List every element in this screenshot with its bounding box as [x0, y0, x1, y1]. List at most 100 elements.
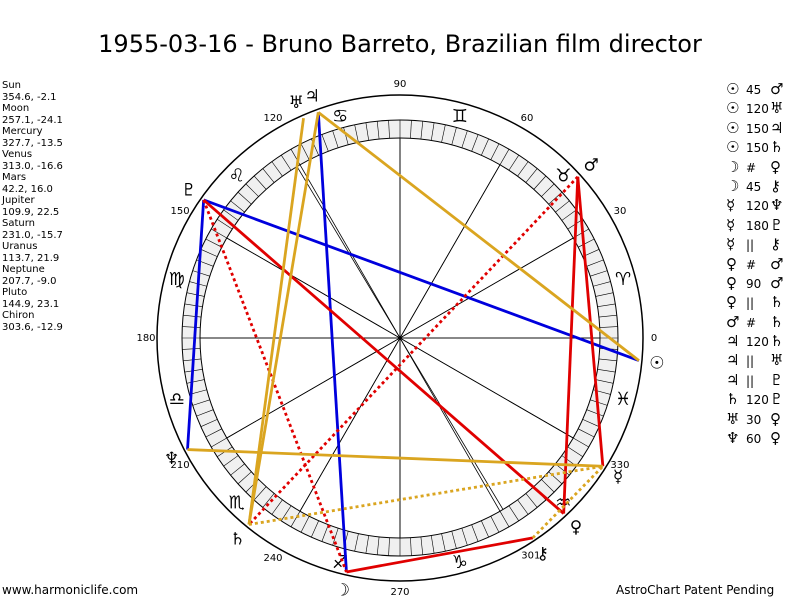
aspect-planet-glyph: ☿	[726, 235, 736, 254]
aspect-line-chiron-mercury	[531, 465, 604, 539]
chiron-glyph: ⚷	[537, 544, 549, 564]
degree-tick	[598, 314, 617, 318]
planet-coords: 313.0, -16.6	[2, 160, 63, 172]
degree-tick	[192, 399, 210, 406]
degree-tick	[525, 168, 538, 183]
aspect-value: 45	[746, 179, 762, 194]
planet-name: Moon	[2, 103, 30, 114]
degree-tick	[490, 516, 500, 533]
aspect-planet-glyph: ♃	[726, 370, 740, 389]
mercury-glyph: ☿	[613, 467, 623, 487]
aspect-row: ☽ # ♀	[726, 158, 783, 177]
degree-tick	[441, 124, 446, 143]
degree-tick	[533, 175, 547, 190]
aspect-row: ♃ || ♇	[726, 371, 783, 390]
aspect-planet-glyph: ♄	[726, 390, 740, 409]
degree-tick	[271, 499, 283, 515]
zodiac-sign-icon: ♓	[615, 389, 631, 410]
aspect-value: 120	[746, 335, 769, 350]
degree-tick	[410, 120, 412, 139]
degree-tick	[332, 130, 339, 148]
aspect-planet-glyph: ☉	[726, 99, 740, 118]
degree-label: 301	[521, 551, 540, 562]
aspect-line-mars-venus	[562, 176, 580, 514]
degree-tick	[508, 155, 519, 171]
aspect-planet-glyph: ♂	[726, 312, 740, 331]
aspect-line-uranus-saturn	[247, 118, 305, 525]
degree-tick	[300, 143, 310, 160]
aspect-value: 120	[746, 393, 769, 408]
degree-tick	[311, 520, 319, 538]
degree-tick	[508, 505, 519, 521]
aspect-planet-glyph: ♂	[770, 254, 784, 273]
aspect-planet-glyph: ♀	[770, 157, 781, 176]
aspect-planet-glyph: ♆	[726, 429, 740, 448]
degree-label: 330	[610, 460, 629, 471]
aspect-row: ☉ 45 ♂	[726, 80, 783, 99]
degree-label: 30	[614, 206, 627, 217]
degree-tick	[200, 249, 218, 257]
degree-tick	[471, 524, 479, 542]
degree-tick	[253, 175, 267, 190]
aspect-line-mars-saturn	[247, 175, 579, 526]
degree-tick	[354, 124, 359, 143]
aspect-value: 150	[746, 141, 769, 156]
planet-coords: 42.2, 16.0	[2, 183, 53, 195]
degree-tick	[300, 516, 310, 533]
degree-tick	[262, 168, 275, 183]
aspect-value: #	[746, 315, 757, 330]
degree-tick	[461, 130, 468, 148]
aspect-planet-glyph: ☿	[726, 196, 736, 215]
aspect-row: ♅ 30 ♀	[726, 410, 783, 429]
aspect-planet-glyph: ♃	[726, 351, 740, 370]
degree-tick	[561, 209, 577, 221]
degree-tick	[590, 270, 608, 277]
aspect-list: ☉ 45 ♂ ☉ 120♅ ☉ 150♃ ☉ 150♄ ☽ # ♀ ☽ 45 ⚷ ☿ 120♆ ☿ 180♇ ☿ || ⚷…	[726, 80, 783, 448]
degree-tick	[490, 143, 500, 160]
aspect-planet-glyph: ♅	[770, 99, 784, 118]
degree-tick	[420, 536, 424, 555]
degree-label: 210	[170, 460, 189, 471]
planet-positions-list: Sun 354.6, -2.1 Moon 257.1, -24.1 Mercury 327…	[2, 80, 63, 333]
degree-label: 0	[651, 333, 657, 344]
outer-ring	[156, 94, 644, 582]
degree-tick	[598, 358, 617, 362]
degree-tick	[586, 409, 604, 417]
aspect-line-jupiter-saturn	[247, 112, 320, 525]
planet-coords: 113.7, 21.9	[2, 252, 60, 264]
zodiac-sign-icon: ♑	[452, 552, 468, 573]
degree-tick	[555, 200, 570, 213]
aspect-row: ♀ || ♄	[726, 293, 783, 312]
degree-tick	[586, 259, 604, 267]
aspect-lines	[186, 111, 640, 574]
aspect-value: 120	[746, 199, 769, 214]
degree-tick	[230, 200, 245, 213]
degree-tick	[481, 520, 489, 538]
degree-tick	[196, 409, 214, 417]
uranus-glyph: ♅	[289, 93, 304, 113]
degree-tick	[354, 533, 359, 552]
degree-tick	[200, 419, 218, 427]
aspect-row: ♂ # ♄	[726, 313, 783, 332]
degree-tick	[376, 536, 380, 555]
degree-label: 120	[263, 113, 282, 124]
zodiac-sign-icon: ♋	[332, 106, 348, 127]
zodiac-sign-icon: ♏	[229, 492, 245, 513]
planet-name: Chiron	[2, 310, 35, 321]
degree-tick	[253, 486, 267, 501]
degree-tick	[388, 537, 390, 556]
aspect-row: ☉ 150♄	[726, 138, 783, 157]
degree-label: 240	[263, 553, 282, 564]
aspect-planet-glyph: ☿	[726, 215, 736, 234]
planet-name: Sun	[2, 80, 22, 91]
degree-label: 60	[521, 113, 534, 124]
aspect-value: #	[746, 257, 757, 272]
degree-tick	[182, 326, 201, 328]
aspect-line-pluto-moon	[202, 199, 348, 573]
aspect-planet-glyph: ♀	[726, 293, 737, 312]
degree-tick	[451, 127, 457, 145]
degree-tick	[321, 134, 329, 152]
degree-tick	[332, 528, 339, 546]
degree-tick	[573, 437, 589, 448]
